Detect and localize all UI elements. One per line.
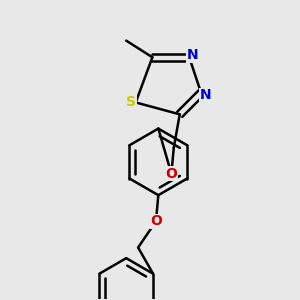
Text: S: S: [126, 95, 136, 110]
Text: O: O: [150, 214, 162, 228]
Text: O: O: [166, 167, 177, 181]
Text: N: N: [187, 48, 199, 62]
Text: N: N: [200, 88, 212, 102]
